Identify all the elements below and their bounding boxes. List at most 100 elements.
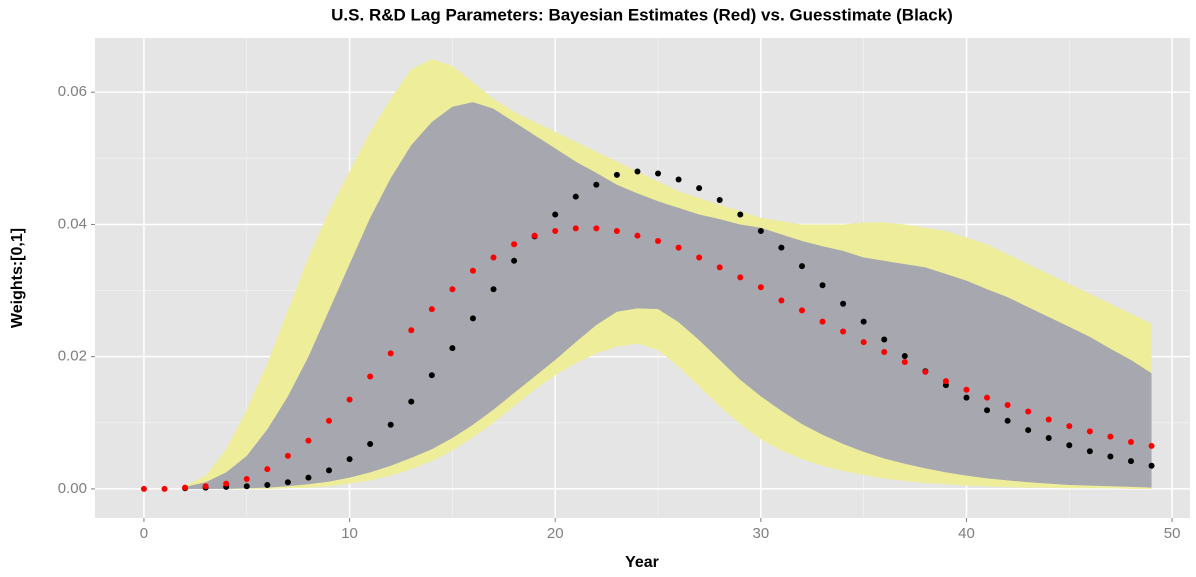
- point: [264, 466, 271, 473]
- point: [901, 353, 908, 360]
- point: [408, 398, 415, 405]
- point: [696, 254, 703, 261]
- point: [1086, 448, 1093, 455]
- point: [490, 286, 497, 293]
- point: [613, 171, 620, 178]
- point: [922, 368, 929, 375]
- point: [469, 315, 476, 322]
- point: [778, 244, 785, 251]
- point: [716, 196, 723, 203]
- point: [1004, 401, 1011, 408]
- point: [881, 349, 888, 356]
- point: [449, 345, 456, 352]
- point: [552, 211, 559, 218]
- point: [942, 378, 949, 385]
- ribbon: [185, 102, 1152, 489]
- point: [655, 170, 662, 177]
- point: [593, 225, 600, 232]
- point: [634, 232, 641, 239]
- y-tick-label: 0.06: [58, 83, 87, 100]
- y-tick-label: 0.04: [58, 215, 87, 232]
- point: [305, 474, 312, 481]
- y-tick-label: 0.02: [58, 348, 87, 365]
- point: [984, 407, 991, 414]
- x-tick-label: 0: [140, 525, 148, 542]
- point: [757, 284, 764, 291]
- x-axis-label: Year: [625, 554, 659, 571]
- point: [963, 386, 970, 393]
- point: [1004, 417, 1011, 424]
- point: [860, 318, 867, 325]
- point: [1086, 428, 1093, 435]
- x-tick-label: 10: [341, 525, 358, 542]
- point: [387, 350, 394, 357]
- point: [675, 244, 682, 251]
- chart-title: U.S. R&D Lag Parameters: Bayesian Estima…: [331, 5, 953, 24]
- point: [284, 452, 291, 459]
- point: [840, 328, 847, 335]
- point: [202, 483, 209, 490]
- point: [716, 264, 723, 271]
- point: [326, 467, 333, 474]
- y-tick-label: 0.00: [58, 480, 87, 497]
- point: [140, 485, 147, 492]
- point: [593, 181, 600, 188]
- point: [531, 232, 538, 239]
- point: [1107, 433, 1114, 440]
- point: [1107, 453, 1114, 460]
- point: [778, 297, 785, 304]
- point: [696, 185, 703, 192]
- point: [963, 394, 970, 401]
- point: [161, 485, 168, 492]
- point: [860, 339, 867, 346]
- point: [305, 437, 312, 444]
- point: [1148, 442, 1155, 449]
- point: [511, 241, 518, 248]
- point: [840, 300, 847, 307]
- point: [326, 417, 333, 424]
- point: [367, 440, 374, 447]
- point: [737, 211, 744, 218]
- point: [613, 228, 620, 235]
- point: [511, 257, 518, 264]
- point: [223, 480, 230, 487]
- point: [428, 306, 435, 313]
- point: [757, 228, 764, 235]
- point: [819, 318, 826, 325]
- point: [1045, 416, 1052, 423]
- point: [367, 373, 374, 380]
- point: [798, 263, 805, 270]
- y-axis-label: Weights:[0,1]: [9, 228, 26, 328]
- point: [1025, 427, 1032, 434]
- point: [675, 176, 682, 183]
- point: [182, 484, 189, 491]
- point: [346, 456, 353, 463]
- point: [284, 479, 291, 486]
- point: [572, 193, 579, 200]
- point: [408, 327, 415, 334]
- x-tick-label: 40: [958, 525, 975, 542]
- point: [737, 274, 744, 281]
- point: [1066, 423, 1073, 430]
- x-tick-label: 20: [547, 525, 564, 542]
- point: [984, 394, 991, 401]
- point: [449, 286, 456, 293]
- x-tick-label: 50: [1164, 525, 1181, 542]
- point: [490, 254, 497, 261]
- point: [1066, 442, 1073, 449]
- point: [1127, 458, 1134, 465]
- point: [572, 225, 579, 232]
- point: [243, 483, 250, 490]
- point: [387, 421, 394, 428]
- point: [634, 168, 641, 175]
- point: [1148, 462, 1155, 469]
- point: [901, 358, 908, 365]
- point: [819, 282, 826, 289]
- point: [881, 336, 888, 343]
- point: [552, 228, 559, 235]
- point: [469, 267, 476, 274]
- point: [655, 237, 662, 244]
- point: [428, 372, 435, 379]
- point: [264, 481, 271, 488]
